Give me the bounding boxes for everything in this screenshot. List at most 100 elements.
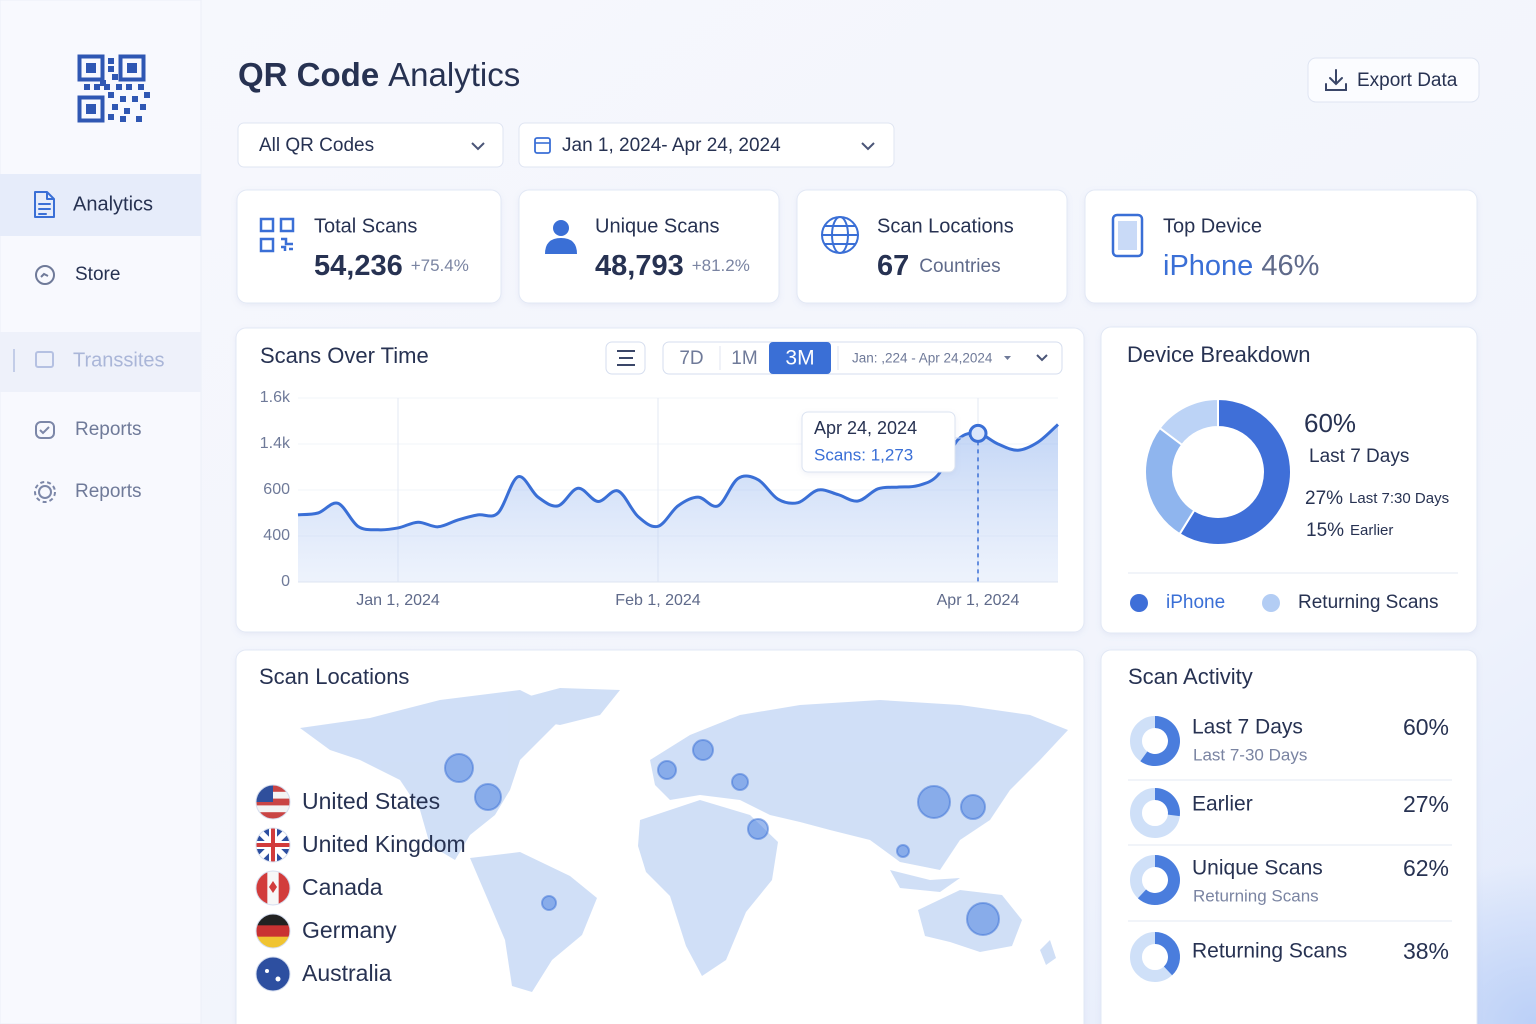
flag-stripe (256, 798, 290, 806)
select-label[interactable]: Jan 1, 2024- Apr 24, 2024 (562, 135, 781, 156)
continent (470, 852, 597, 992)
map-marker (541, 895, 557, 911)
kpi-label: Scan Locations (877, 215, 1014, 237)
kpi-card (1084, 189, 1478, 304)
qr-finder (86, 104, 96, 114)
qr-module (120, 116, 126, 122)
nav-item[interactable]: Transsites (35, 349, 165, 371)
select-label[interactable]: Jan: ,224 - Apr 24,2024 (852, 351, 993, 366)
button-label[interactable]: Export Data (1357, 70, 1458, 91)
donut-chart: 60% Last 7 Days 27% Last 7:30 Days 15% Earlie… (1130, 397, 1449, 613)
select-bg[interactable] (237, 122, 504, 168)
activity-ring (1137, 855, 1180, 905)
activity-card (1100, 649, 1478, 1024)
qr-module (136, 116, 142, 122)
activity-list: Last 7 Days Last 7-30 Days 60% Earlier 27% Un… (1130, 714, 1449, 982)
button-bg[interactable] (1307, 57, 1480, 103)
continent (300, 690, 560, 860)
country-name: United Kingdom (302, 831, 466, 857)
continent (638, 800, 778, 976)
nav-label[interactable]: Reports (75, 419, 142, 440)
flag (256, 828, 290, 862)
date-filter[interactable]: Jan 1, 2024- Apr 24, 2024 (518, 122, 895, 168)
country-name: Australia (302, 960, 392, 986)
qr-module (126, 84, 132, 90)
y-tick-label: 600 (263, 481, 290, 498)
tooltip (801, 411, 956, 473)
menu-button[interactable] (605, 341, 646, 375)
calendar-icon (534, 137, 551, 154)
island (890, 870, 1056, 965)
nav-item[interactable]: Analytics (34, 191, 153, 218)
kpi-card (796, 189, 1068, 304)
kpi-card (236, 189, 502, 304)
activity-value: 62% (1403, 855, 1449, 881)
qr-finder (127, 63, 137, 73)
nav-label[interactable]: Store (75, 264, 120, 285)
activity-sublabel: Last 7-30 Days (1193, 745, 1307, 764)
code-filter[interactable]: All QR Codes (237, 122, 504, 168)
line-chart: 1.6k 1.4k 600 400 0 Jan 1, 2024 Feb 1, 2024 Apr… (260, 389, 1060, 609)
flag-stripe (278, 871, 290, 905)
x-tick-label: Jan 1, 2024 (356, 592, 440, 609)
nav-item[interactable]: Reports (35, 419, 142, 440)
map-marker (657, 760, 677, 780)
qr-module (108, 58, 114, 64)
page-title: QR Code Analytics (238, 56, 520, 93)
range-active-bg[interactable] (769, 342, 831, 374)
tooltip-date: Apr 24, 2024 (814, 418, 917, 438)
segment-row: 15% Earlier (1306, 520, 1393, 541)
flag (256, 914, 290, 948)
segment-label: Last 7:30 Days (1349, 490, 1449, 507)
qr-module (112, 74, 118, 80)
nav-label[interactable]: Transsites (73, 349, 165, 371)
map-marker (960, 794, 986, 820)
map-marker (747, 818, 769, 840)
segment-row: 27% Last 7:30 Days (1305, 488, 1449, 509)
activity-ring (1140, 715, 1181, 767)
map-marker (966, 902, 1000, 936)
map-markers (444, 739, 1000, 936)
logo (77, 54, 150, 123)
flag-stripe (256, 812, 290, 819)
export-button[interactable]: Export Data (1307, 57, 1480, 103)
world-map (300, 688, 1068, 992)
qr-module (108, 92, 114, 98)
nav-label[interactable]: Analytics (73, 193, 153, 215)
icon-part (279, 217, 295, 233)
title-rest: Analytics (388, 56, 520, 93)
country-name: Germany (302, 917, 397, 943)
nav-item[interactable]: Reports (34, 481, 142, 503)
activity-label: Earlier (1192, 793, 1253, 816)
legend-swatch (1262, 594, 1280, 612)
nav-label[interactable]: Reports (75, 481, 142, 502)
activity-sublabel: Returning Scans (1193, 886, 1319, 905)
sidebar (0, 0, 202, 1024)
y-tick-label: 0 (281, 573, 290, 590)
download-icon (1325, 69, 1347, 91)
select-bg[interactable] (518, 122, 895, 168)
chevron (1036, 354, 1048, 362)
qr-finder (77, 95, 105, 123)
donut-segment (1158, 397, 1219, 447)
nav-item[interactable]: Store (35, 264, 120, 285)
qr-module (116, 84, 122, 90)
kpi-label: Total Scans (314, 215, 417, 237)
legend-label: iPhone (1166, 592, 1225, 613)
kpi-change: +75.4% (411, 256, 469, 275)
segment-label: Earlier (1350, 522, 1393, 539)
select-label[interactable]: All QR Codes (259, 135, 374, 156)
flag-stripe (256, 957, 290, 991)
flag (256, 957, 290, 991)
qr-module (112, 104, 118, 110)
nav-icon (39, 426, 50, 435)
range-button[interactable]: 3M (785, 347, 814, 370)
country-list: United States United Kingdom Canada Germany… (255, 784, 466, 992)
range-button[interactable]: 7D (679, 348, 703, 369)
range-button[interactable]: 1M (731, 348, 757, 369)
flag-ring (255, 784, 291, 820)
qr-module (120, 96, 126, 102)
range-select[interactable]: Jan: ,224 - Apr 24,2024 (852, 351, 1048, 366)
